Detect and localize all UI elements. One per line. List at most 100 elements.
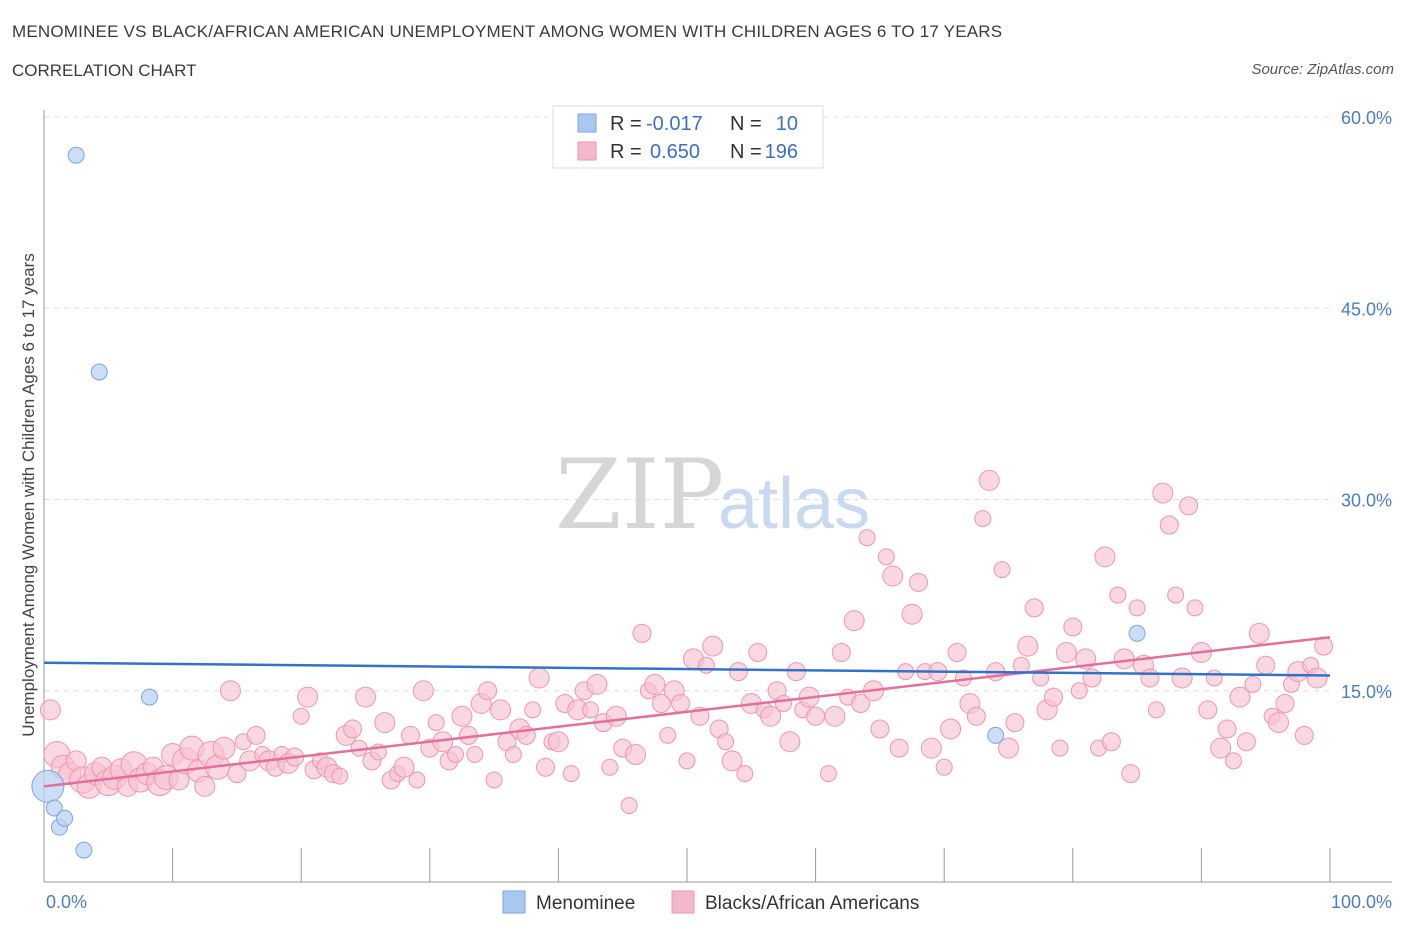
data-point-blacks [1205, 669, 1223, 687]
data-point-menominee [56, 809, 74, 827]
data-point-menominee [987, 726, 1005, 744]
data-point-blacks [466, 746, 484, 763]
data-point-blacks [702, 635, 724, 657]
data-point-blacks [974, 510, 992, 528]
data-point-blacks [644, 673, 666, 695]
data-point-blacks [1128, 599, 1146, 617]
data-point-blacks [1024, 598, 1044, 618]
data-point-blacks [1294, 725, 1314, 745]
data-point-blacks [806, 706, 826, 726]
data-point-blacks [490, 699, 512, 721]
data-point-blacks [870, 719, 890, 739]
data-point-blacks [824, 705, 846, 727]
y-tick-label: 15.0% [1341, 682, 1392, 702]
watermark-atlas: atlas [718, 464, 870, 544]
data-point-blacks [1244, 675, 1262, 693]
data-point-blacks [451, 705, 473, 727]
y-tick-labels: 15.0% 30.0% 45.0% 60.0% [1341, 108, 1392, 702]
data-point-blacks [601, 758, 619, 776]
data-point-blacks [779, 731, 801, 753]
data-point-blacks [485, 771, 503, 789]
legend-top-r-value-menominee: -0.017 [646, 113, 703, 135]
chart-subtitle: CORRELATION CHART [12, 61, 197, 80]
data-point-blacks [1167, 586, 1185, 604]
data-point-blacks [920, 737, 942, 759]
data-point-blacks [1017, 635, 1039, 657]
data-point-blacks [1198, 700, 1218, 720]
data-point-blacks [212, 736, 236, 760]
data-point-blacks [625, 744, 647, 765]
data-point-menominee [90, 363, 108, 381]
data-point-blacks [297, 686, 319, 708]
data-point-blacks [659, 726, 677, 744]
data-point-blacks [1082, 668, 1102, 688]
data-point-blacks [355, 686, 376, 708]
legend-top-n-value-blacks: 196 [765, 141, 798, 163]
data-point-blacks [39, 699, 61, 721]
x-tick-label: 100.0% [1331, 892, 1392, 912]
data-point-blacks [1147, 701, 1165, 719]
watermark-zip: ZIP [555, 439, 724, 551]
data-point-blacks [1121, 764, 1141, 784]
legend-top-n-value-menominee: 10 [776, 113, 798, 135]
legend-top-box [552, 105, 824, 169]
data-point-menominee [140, 688, 158, 706]
data-point-blacks [940, 718, 962, 740]
y-tick-label: 30.0% [1341, 491, 1392, 511]
data-point-blacks [901, 603, 923, 625]
data-point-blacks [947, 643, 967, 662]
data-point-blacks [819, 765, 837, 783]
data-point-blacks [774, 695, 792, 712]
data-point-blacks [1210, 737, 1232, 759]
watermark: ZIP atlas [555, 439, 870, 551]
trend-line-menominee [43, 661, 1331, 677]
data-point-blacks [1217, 719, 1237, 739]
data-point-blacks [562, 765, 580, 783]
data-point-blacks [1268, 712, 1290, 734]
legend-bottom-swatch-blacks [671, 890, 695, 914]
data-point-blacks [194, 775, 216, 797]
data-point-blacks [748, 643, 768, 662]
data-point-blacks [877, 548, 895, 566]
data-point-blacks [478, 681, 498, 701]
data-point-blacks [393, 756, 415, 778]
legend-top-r-value-blacks: 0.650 [650, 141, 700, 163]
data-point-blacks [721, 750, 743, 772]
data-point-blacks [651, 694, 671, 713]
data-point-blacks [504, 746, 522, 763]
legend-top: R = -0.017 N = 10 R = 0.650 N = 196 [552, 105, 824, 169]
data-point-blacks [978, 469, 1000, 491]
legend-top-r-label-menominee: R = [610, 113, 642, 135]
y-axis-label: Unemployment Among Women with Children A… [19, 253, 38, 737]
trend-line-blacks [43, 635, 1331, 788]
data-point-blacks [1152, 482, 1174, 504]
data-point-blacks [786, 662, 806, 682]
data-point-blacks [882, 565, 904, 587]
legend-bottom-label-menominee: Menominee [536, 893, 635, 914]
data-point-blacks [1101, 732, 1121, 752]
data-point-blacks [671, 694, 691, 713]
data-point-blacks [331, 767, 349, 785]
data-point-blacks [1113, 648, 1135, 670]
data-point-blacks [1306, 667, 1328, 689]
y-tick-label: 60.0% [1341, 108, 1392, 128]
trend-layer [43, 635, 1331, 788]
data-point-blacks [760, 705, 782, 727]
data-point-blacks [447, 746, 465, 763]
data-point-menominee [75, 841, 93, 859]
legend-bottom-swatch-menominee [502, 890, 526, 914]
data-point-blacks [582, 701, 600, 719]
data-point-blacks [219, 680, 241, 702]
data-point-blacks [1225, 752, 1243, 770]
data-point-blacks [632, 623, 652, 643]
data-point-blacks [1051, 739, 1069, 757]
data-point-blacks [412, 680, 434, 702]
data-point-blacks [343, 719, 363, 739]
data-point-blacks [1248, 622, 1270, 644]
data-point-blacks [1229, 686, 1251, 708]
legend-top-n-label-menominee: N = [730, 113, 762, 135]
data-point-blacks [998, 737, 1019, 759]
data-point-blacks [292, 707, 310, 725]
data-point-blacks [935, 758, 953, 776]
